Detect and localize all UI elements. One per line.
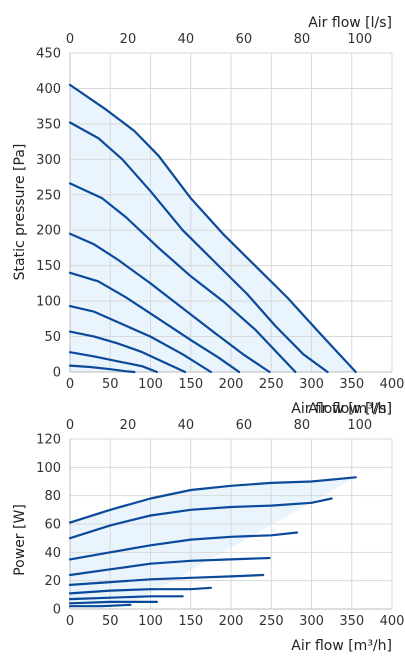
power-chart: 0 50 100 150 200 250 300 350 400 0 20 40 60 80 100 120 0… <box>12 401 405 654</box>
pressure-x2-tick-label: 80 <box>294 32 311 47</box>
pressure-y-tick-label: 0 <box>53 366 61 381</box>
power-x-axis-title: Air flow [m³/h] <box>291 638 392 652</box>
pressure-y-tick-label: 200 <box>36 224 61 239</box>
pressure-x-tick-label: 0 <box>66 377 74 392</box>
pressure-x2-axis-title: Air flow [l/s] <box>308 15 392 31</box>
pressure-curve-5 <box>68 271 241 374</box>
pressure-y-tick-label: 50 <box>44 330 61 345</box>
pressure-y-tick-label: 250 <box>36 188 61 203</box>
pressure-x-tick-label: 150 <box>178 377 203 392</box>
power-curve-8 <box>68 600 158 605</box>
pressure-y-tick-label: 300 <box>36 153 61 168</box>
power-curve-4 <box>68 556 271 577</box>
pressure-x-axis-title: Air flow [m³/h] <box>291 401 392 417</box>
pressure-chart: 0 50 100 150 200 250 300 350 4000501001502002503… <box>12 15 404 417</box>
pressure-x2-tick-label: 100 <box>347 32 372 47</box>
power-curve-2 <box>68 497 333 540</box>
power-x2-tick-label: 40 <box>178 418 195 433</box>
power-y-tick-label: 0 <box>53 603 61 618</box>
power-y-tick-label: 120 <box>36 433 61 448</box>
pressure-y-tick-label: 450 <box>36 47 61 62</box>
power-x2-tick-label: 60 <box>236 418 253 433</box>
pressure-x-tick-label: 100 <box>138 377 163 392</box>
pressure-y-tick-label: 100 <box>36 295 61 310</box>
power-x-tick-label: 250 <box>259 614 284 629</box>
power-y-axis-title: Power [W] <box>12 504 28 576</box>
power-x-tick-label: 150 <box>178 614 203 629</box>
power-x-tick-label: 100 <box>138 614 163 629</box>
power-curve-1 <box>68 476 357 524</box>
pressure-operating-area <box>70 84 356 373</box>
power-x-tick-label: 50 <box>102 614 119 629</box>
pressure-curve-7 <box>68 330 187 374</box>
pressure-curve-3 <box>68 182 297 374</box>
power-y-tick-label: 100 <box>36 461 61 476</box>
pressure-x2-tick-label: 60 <box>236 32 253 47</box>
pressure-x-tick-label: 400 <box>380 377 405 392</box>
power-curve-3 <box>68 531 299 561</box>
pressure-x2-tick-label: 20 <box>120 32 137 47</box>
power-x-tick-label: 200 <box>219 614 244 629</box>
pressure-curve-2 <box>68 121 329 374</box>
power-operating-area <box>70 477 356 607</box>
pressure-x-tick-label: 200 <box>219 377 244 392</box>
pressure-y-tick-label: 400 <box>36 82 61 97</box>
power-y-tick-label: 80 <box>44 489 61 504</box>
pressure-y-tick-label: 150 <box>36 259 61 274</box>
power-x2-axis-title: Air flow [l/s] <box>308 401 392 417</box>
power-x2-tick-label: 0 <box>66 418 74 433</box>
pressure-curve-6 <box>68 305 212 374</box>
power-x2-tick-label: 80 <box>294 418 311 433</box>
power-curve-5 <box>68 573 265 586</box>
power-y-tick-label: 40 <box>44 546 61 561</box>
pressure-curve-9 <box>68 364 136 374</box>
power-curve-6 <box>68 586 212 595</box>
power-x2-tick-label: 100 <box>347 418 372 433</box>
pressure-y-tick-label: 350 <box>36 117 61 132</box>
power-y-tick-label: 60 <box>44 518 61 533</box>
pressure-x2-tick-label: 40 <box>178 32 195 47</box>
pressure-y-axis-title: Static pressure [Pa] <box>12 144 28 281</box>
power-x-tick-label: 350 <box>339 614 364 629</box>
power-x-tick-label: 0 <box>66 614 74 629</box>
power-y-tick-label: 20 <box>44 574 61 589</box>
power-x-tick-label: 400 <box>380 614 405 629</box>
power-curve-9 <box>68 603 132 608</box>
power-curve-7 <box>68 595 184 601</box>
pressure-curve-1 <box>68 83 357 374</box>
pressure-x2-tick-label: 0 <box>66 32 74 47</box>
pressure-x-tick-label: 50 <box>102 377 119 392</box>
pressure-curve-4 <box>68 232 271 374</box>
pressure-curve-8 <box>68 351 158 374</box>
pressure-x-tick-label: 300 <box>299 377 324 392</box>
power-x2-tick-label: 20 <box>120 418 137 433</box>
pressure-x-tick-label: 350 <box>339 377 364 392</box>
pressure-x-tick-label: 250 <box>259 377 284 392</box>
power-x-tick-label: 300 <box>299 614 324 629</box>
